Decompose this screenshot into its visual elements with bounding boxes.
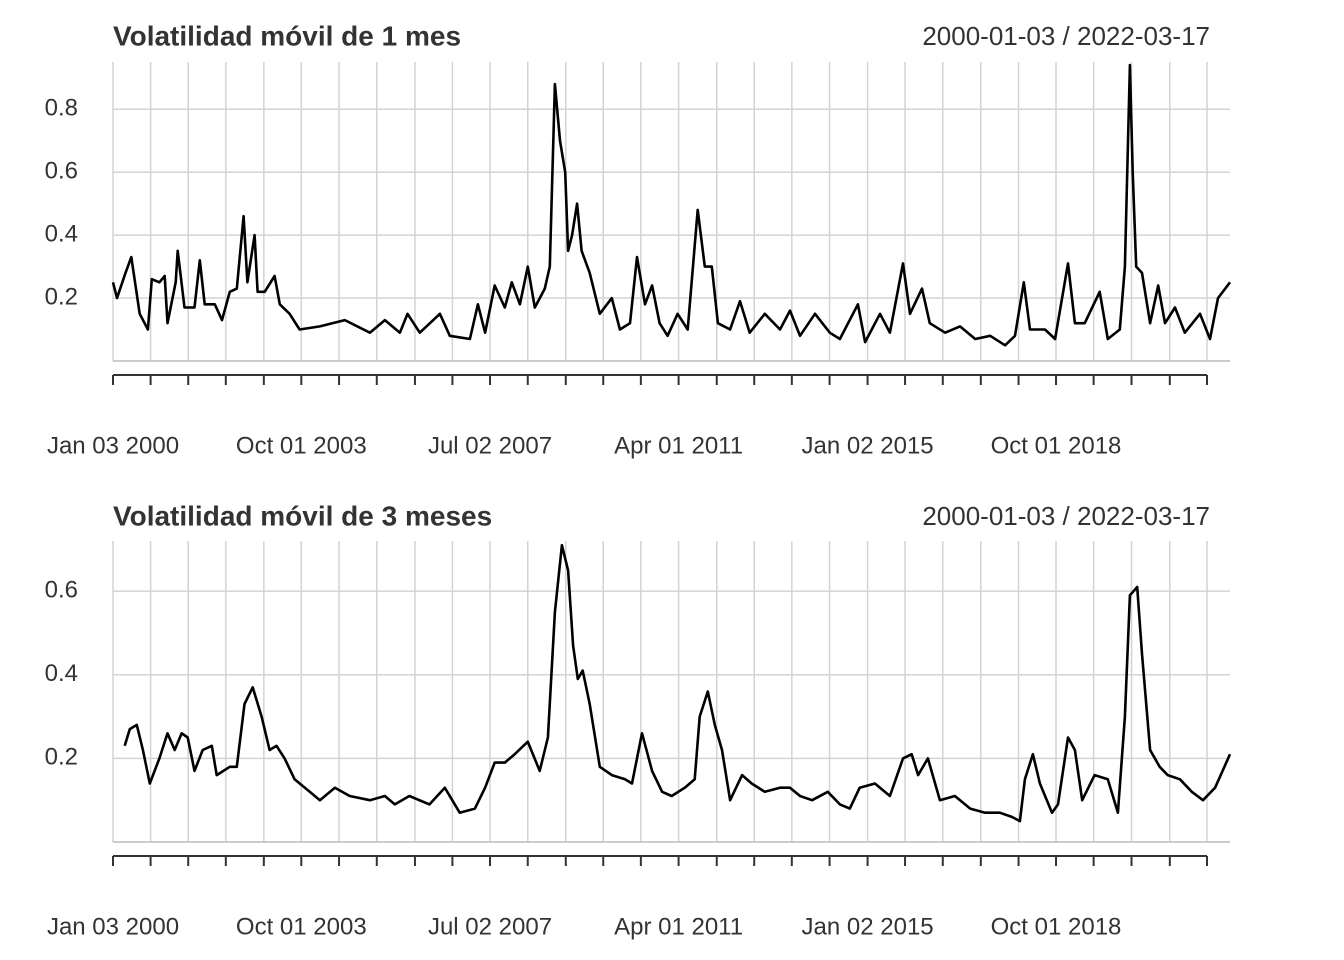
y-tick-label: 0.4 (45, 660, 78, 687)
x-tick-label: Jan 03 2000 (47, 913, 179, 940)
y-tick-label: 0.2 (45, 283, 78, 310)
date-range: 2000-01-03 / 2022-03-17 (922, 501, 1210, 531)
chart-title: Volatilidad móvil de 3 meses (113, 500, 492, 531)
x-tick-label: Jan 03 2000 (47, 432, 179, 459)
x-tick-label: Apr 01 2011 (614, 432, 743, 459)
y-tick-label: 0.8 (45, 95, 78, 122)
x-tick-label: Apr 01 2011 (614, 913, 743, 940)
chart-title: Volatilidad móvil de 1 mes (113, 20, 461, 51)
date-range: 2000-01-03 / 2022-03-17 (922, 21, 1210, 51)
x-tick-label: Oct 01 2018 (991, 913, 1122, 940)
data-line (123, 543, 1232, 823)
y-tick-label: 0.6 (45, 158, 78, 185)
x-tick-label: Jul 02 2007 (428, 432, 552, 459)
y-tick-label: 0.2 (45, 744, 78, 771)
x-tick-label: Jul 02 2007 (428, 913, 552, 940)
x-tick-label: Oct 01 2003 (236, 432, 367, 459)
y-tick-label: 0.4 (45, 220, 78, 247)
x-tick-label: Jan 02 2015 (802, 913, 934, 940)
x-tick-label: Oct 01 2003 (236, 913, 367, 940)
x-tick-label: Jan 02 2015 (802, 432, 934, 459)
y-tick-label: 0.6 (45, 577, 78, 604)
x-tick-label: Oct 01 2018 (991, 432, 1122, 459)
data-line (111, 63, 1232, 347)
